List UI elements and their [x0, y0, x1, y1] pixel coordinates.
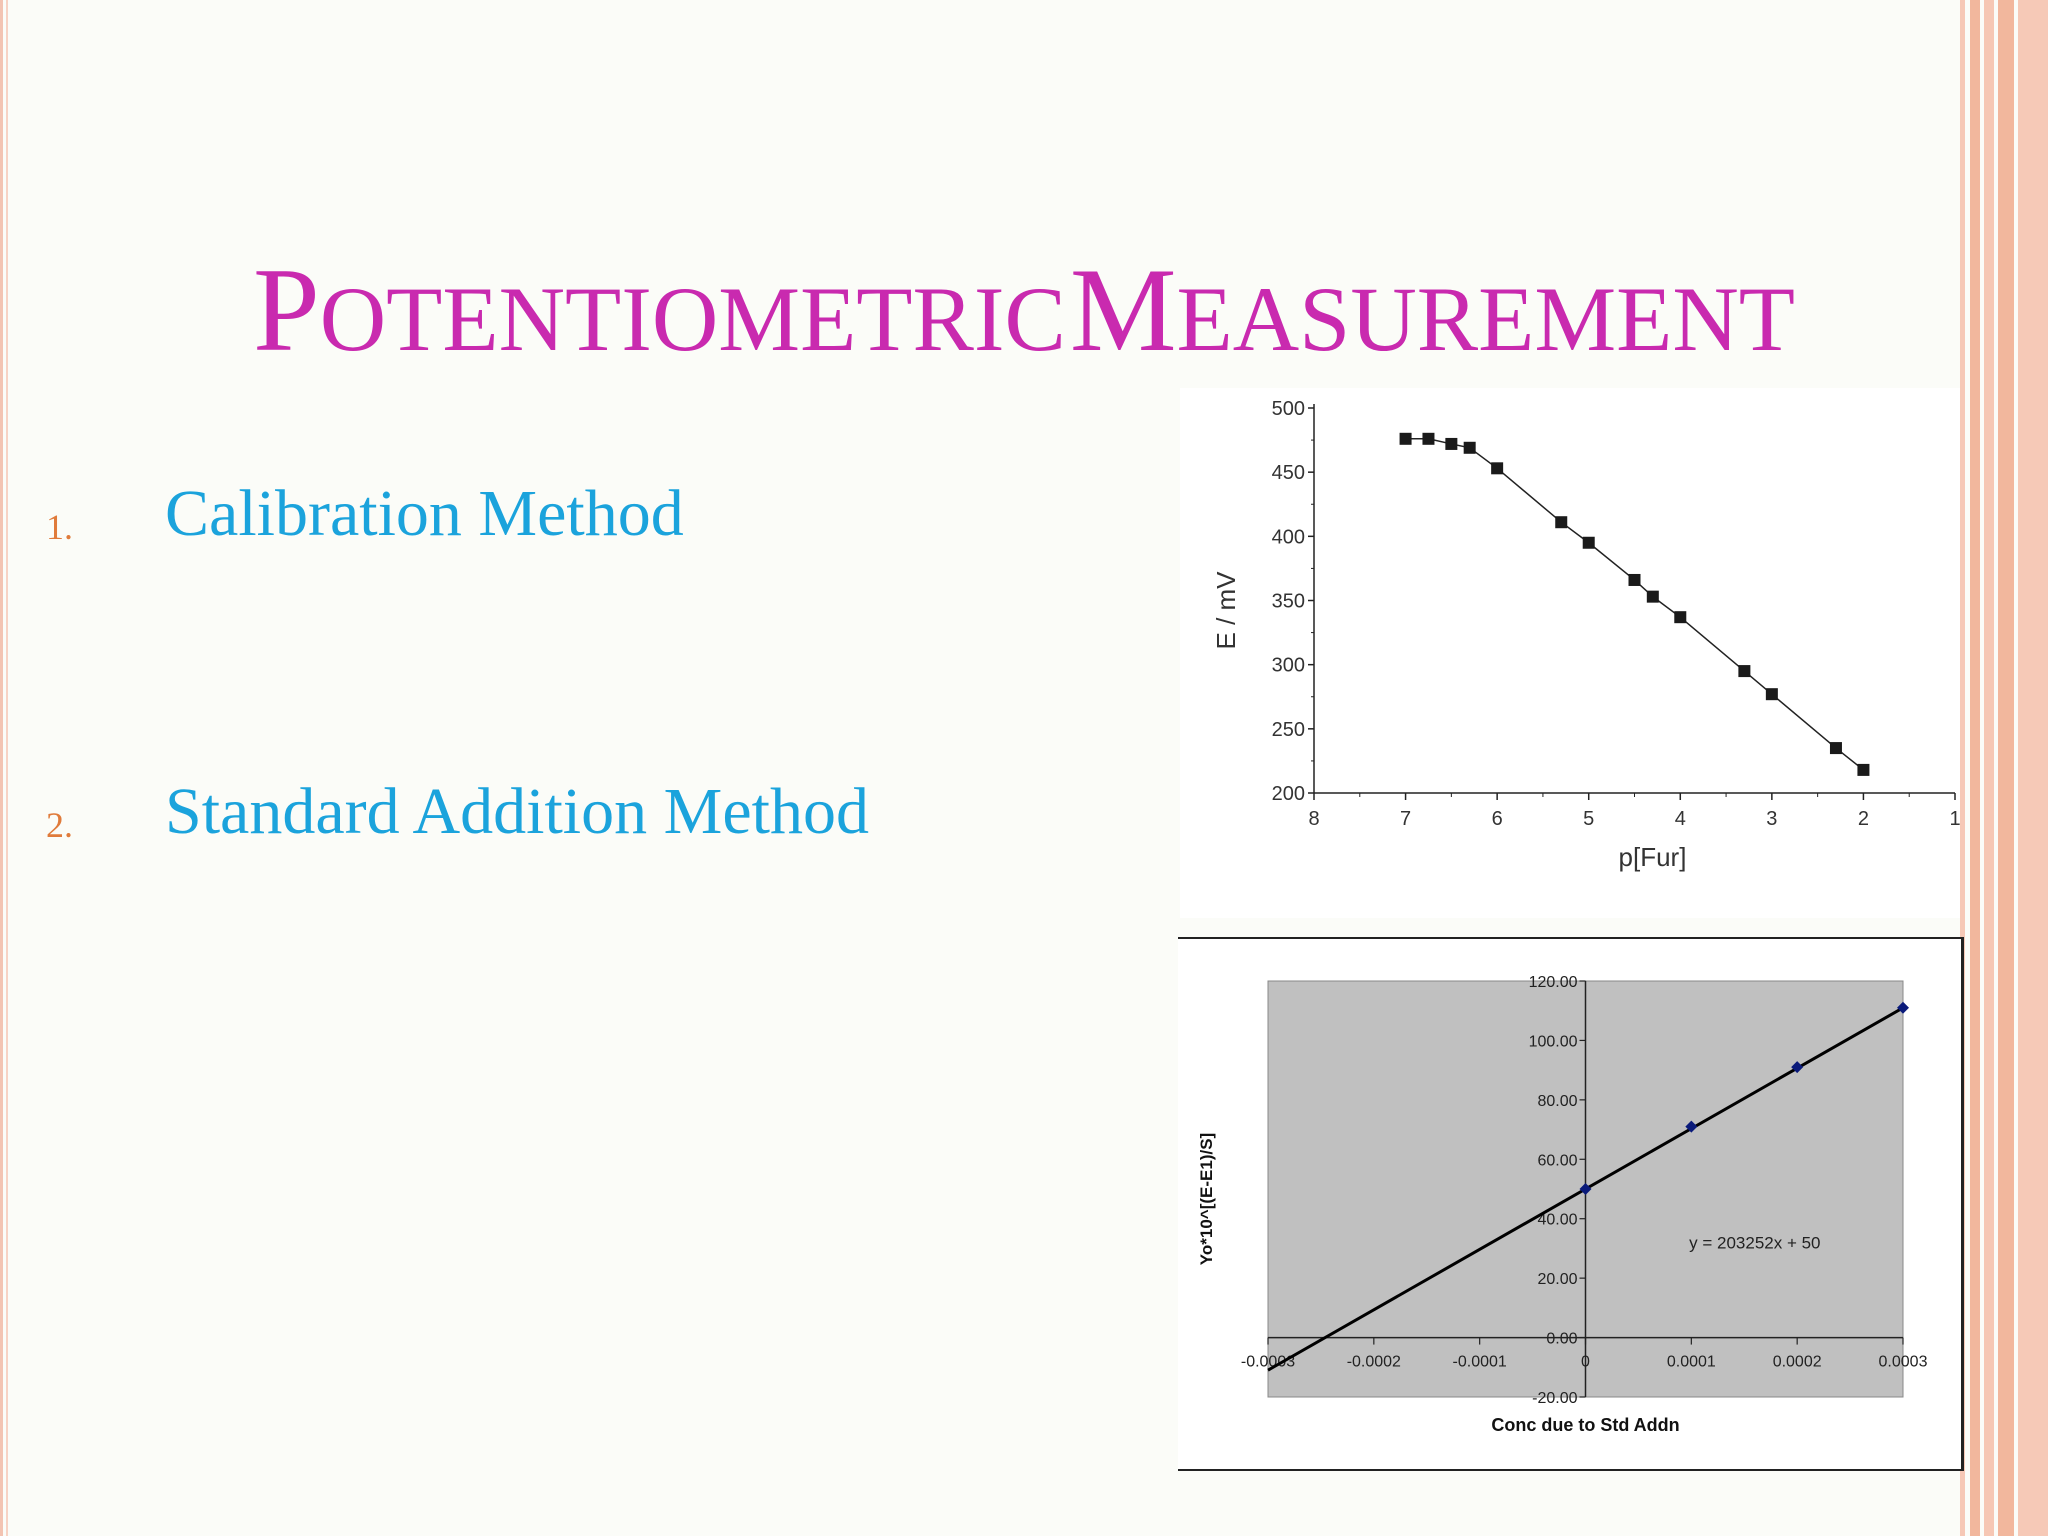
data-point — [1646, 590, 1659, 603]
slide-left-border — [0, 0, 10, 1536]
x-tick-label: 7 — [1400, 808, 1411, 830]
x-tick-label: 6 — [1492, 808, 1503, 830]
data-point — [1765, 688, 1778, 701]
data-point — [1791, 1061, 1804, 1074]
x-axis-label: p[Fur] — [1619, 842, 1687, 872]
list-item-label: Standard Addition Method — [165, 775, 869, 848]
data-point — [1399, 432, 1412, 445]
data-point — [1579, 1183, 1592, 1195]
y-tick-label: 450 — [1272, 462, 1305, 484]
x-tick-label: 0.0003 — [1879, 1354, 1928, 1371]
standard-addition-chart: -20.00 0.00 20.00 40.00 60.00 80.00 100.00 120.… — [1178, 937, 1964, 1471]
x-tick-label: 0.0001 — [1667, 1354, 1716, 1371]
list-number: 1. — [46, 507, 73, 547]
data-point — [1445, 437, 1458, 450]
data-point — [1422, 432, 1435, 445]
x-tick-label: 2 — [1858, 808, 1869, 830]
data-point — [1829, 742, 1842, 755]
x-tick-label: 1 — [1949, 808, 1960, 830]
calibration-chart-svg: 200 250 300 350 400 450 500 8 7 6 5 4 3 2 1 p[Fur] E / m… — [1211, 398, 1960, 872]
y-axis-label: E / mV — [1211, 571, 1241, 650]
x-axis-label: Conc due to Std Addn — [1491, 1415, 1679, 1435]
data-point — [1628, 573, 1641, 586]
calibration-chart: 200 250 300 350 400 450 500 8 7 6 5 4 3 2 1 p[Fur] E / m… — [1180, 388, 1960, 918]
y-tick-label: 400 — [1272, 526, 1305, 548]
data-point — [1582, 536, 1595, 549]
border-stripe — [1960, 0, 1965, 1536]
title-rest: EASUREMENT — [1176, 268, 1795, 370]
x-tick-label: 0.0002 — [1773, 1354, 1822, 1371]
x-tick-label: -0.0003 — [1241, 1354, 1295, 1371]
data-point — [1463, 441, 1476, 454]
x-tick-label: 5 — [1583, 808, 1594, 830]
list-item-label: Calibration Method — [165, 477, 684, 550]
border-stripe — [1998, 0, 2014, 1536]
y-tick-label: -20.00 — [1532, 1390, 1577, 1407]
x-tick-label: 3 — [1766, 808, 1777, 830]
y-tick-label: 80.00 — [1537, 1093, 1577, 1110]
y-tick-label: 0.00 — [1546, 1331, 1577, 1348]
data-point — [1491, 462, 1504, 475]
border-stripe — [0, 0, 3, 1536]
title-rest: OTENTIOMETRIC — [319, 268, 1066, 370]
data-point — [1897, 1001, 1909, 1014]
y-tick-label: 250 — [1272, 719, 1305, 741]
y-tick-label: 40.00 — [1537, 1212, 1577, 1229]
x-tick-label: 0 — [1581, 1354, 1590, 1371]
slide-right-border — [1960, 0, 2048, 1536]
border-stripe — [2018, 0, 2048, 1536]
border-stripe — [6, 0, 8, 1536]
series-line — [1405, 438, 1864, 771]
y-tick-label: 500 — [1272, 398, 1305, 420]
data-point — [1685, 1120, 1698, 1133]
list-number: 2. — [46, 805, 73, 845]
x-tick-label: 8 — [1308, 808, 1319, 830]
y-tick-label: 20.00 — [1537, 1271, 1577, 1288]
border-stripe — [1970, 0, 1980, 1536]
standard-addition-chart-svg: -20.00 0.00 20.00 40.00 60.00 80.00 100.00 120.… — [1197, 974, 1928, 1435]
x-tick-label: -0.0002 — [1347, 1354, 1401, 1371]
y-tick-label: 60.00 — [1537, 1152, 1577, 1169]
x-tick-label: -0.0001 — [1453, 1354, 1507, 1371]
border-stripe — [1984, 0, 1994, 1536]
data-point — [1738, 665, 1751, 678]
slide-title: POTENTIOMETRIC MEASUREMENT — [0, 250, 2048, 370]
y-tick-label: 350 — [1272, 591, 1305, 613]
y-axis-label: Yo*10^[(E-E1)/S] — [1197, 1133, 1216, 1265]
data-point — [1674, 611, 1687, 624]
data-point — [1555, 516, 1568, 529]
title-initial: M — [1069, 243, 1177, 376]
y-tick-label: 200 — [1272, 783, 1305, 805]
title-initial: P — [252, 243, 320, 376]
y-tick-label: 120.00 — [1529, 974, 1578, 991]
trendline-equation: y = 203252x + 50 — [1689, 1233, 1820, 1252]
data-point — [1857, 763, 1870, 776]
x-tick-label: 4 — [1675, 808, 1686, 830]
y-tick-label: 100.00 — [1529, 1033, 1578, 1050]
y-tick-label: 300 — [1272, 655, 1305, 677]
